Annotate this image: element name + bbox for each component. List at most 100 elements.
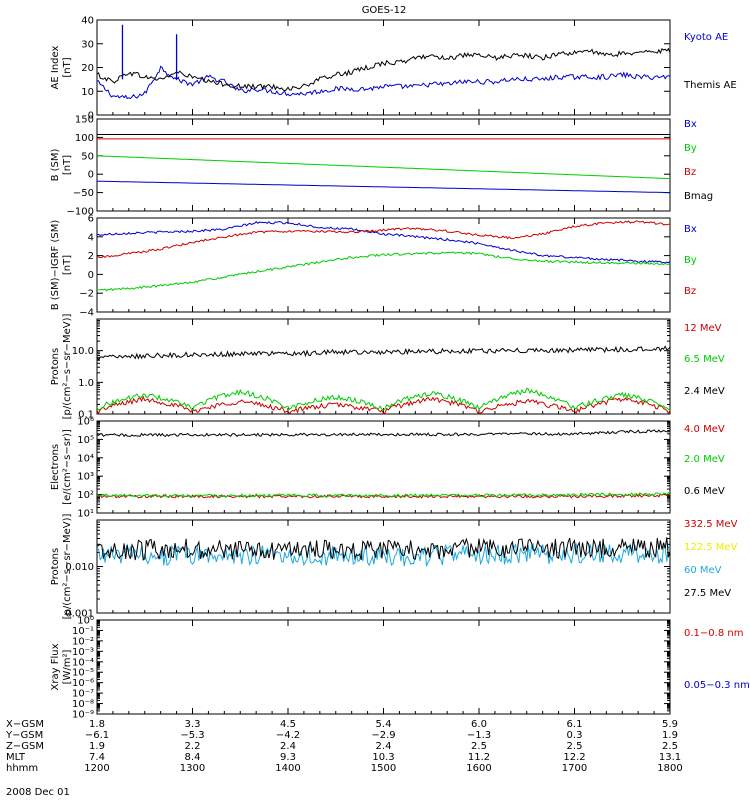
- x-row-value: 0.3: [567, 730, 583, 741]
- y-tick-label: 10¹: [77, 509, 94, 520]
- y-tick-label: −50: [73, 188, 94, 199]
- y-axis-label: Protons: [50, 348, 61, 385]
- plot-frame: [96, 519, 671, 614]
- y-axis-label: Electrons: [50, 444, 61, 490]
- panel-4: 0.1 1.0 10.0 Protons [p/(cm²−s−sr−MeV)] 12 Me…: [50, 313, 725, 420]
- x-row-value: 2.4: [376, 741, 392, 752]
- y-tick-label: 50: [81, 151, 94, 162]
- y-tick-label: 0: [88, 111, 94, 122]
- y-tick-label: −2: [79, 289, 94, 300]
- panel-1: 0 10 20 30 40 AE Index [nT] Kyoto AE Themis AE: [50, 16, 737, 122]
- x-row-value: 1.9: [89, 741, 105, 752]
- x-row-label: X−GSM: [6, 719, 44, 730]
- legend-label: 0.05−0.3 nm: [684, 680, 750, 691]
- x-row-value: 1400: [275, 763, 300, 774]
- y-tick-label: 6: [88, 214, 94, 225]
- y-tick-label: −4: [79, 308, 94, 319]
- series-line: [96, 65, 671, 100]
- x-row-value: 1.8: [89, 719, 105, 730]
- panel-5: 10¹ 10² 10³ 10⁴ 10⁵ 10⁶ Electrons [e/(cm²−s−sr)…: [50, 417, 725, 520]
- y-tick-label: 30: [81, 39, 94, 50]
- x-row-value: 2.5: [567, 741, 583, 752]
- series-line: [96, 220, 670, 259]
- x-axis-table: X−GSM 1.8 3.3 4.5 5.4 6.0 6.1 5.9 Y−GSM −6.1 −5.3 −…: [5, 719, 683, 774]
- legend-label: 2.4 MeV: [684, 386, 725, 397]
- y-tick-label: 10⁻⁹: [72, 710, 94, 721]
- x-row-value: 6.0: [471, 719, 487, 730]
- y-tick-label: 1.0: [78, 378, 94, 389]
- y-tick-label: 10⁻⁵: [72, 668, 94, 679]
- y-tick-label: 10⁻⁶: [72, 678, 94, 689]
- y-tick-label: 4: [88, 232, 94, 243]
- y-axis-label: AE Index: [50, 45, 61, 89]
- legend-label: Kyoto AE: [684, 32, 728, 43]
- legend-label: 12 MeV: [684, 323, 722, 334]
- x-row-value: 1.9: [662, 730, 678, 741]
- series-line: [96, 155, 670, 180]
- y-tick-label: 150: [75, 115, 94, 126]
- x-row-value: 9.3: [280, 752, 296, 763]
- legend-label: 122.5 MeV: [684, 542, 738, 553]
- y-tick-label: 10.0: [72, 346, 94, 357]
- plot-frame: [96, 619, 671, 715]
- legend-label: Bz: [684, 167, 696, 178]
- series-line: [96, 47, 671, 92]
- y-axis-unit: [W/m²]: [62, 649, 73, 684]
- x-row-value: 12.2: [563, 752, 585, 763]
- y-axis-unit: [nT]: [62, 57, 73, 77]
- legend-label: Bx: [684, 224, 697, 235]
- y-tick-label: 0: [88, 270, 94, 281]
- y-tick-label: 0.1: [78, 410, 94, 421]
- x-row-value: 1200: [84, 763, 109, 774]
- x-row-value: −6.1: [85, 730, 109, 741]
- legend-label: Bz: [684, 286, 696, 297]
- chart-title: GOES-12: [362, 5, 407, 16]
- y-tick-label: 0.010: [65, 562, 94, 573]
- x-row-value: −5.3: [180, 730, 204, 741]
- x-row-value: 4.5: [280, 719, 296, 730]
- y-tick-label: 10⁵: [77, 435, 94, 446]
- x-row-value: 2.5: [662, 741, 678, 752]
- x-row-value: −1.3: [467, 730, 491, 741]
- series-line: [96, 429, 671, 438]
- panel-3: −4 −2 0 2 4 6 B (SM)−IGRF (SM) [nT] Bx By Bz: [50, 214, 697, 319]
- y-tick-label: 10⁻²: [72, 636, 94, 647]
- x-row-value: 1600: [466, 763, 491, 774]
- y-tick-label: −100: [67, 207, 94, 218]
- plot-frame: [96, 118, 671, 212]
- y-tick-label: 10⁻⁴: [72, 657, 94, 668]
- y-tick-label: 10⁴: [77, 453, 94, 464]
- y-axis-label: Protons: [50, 548, 61, 585]
- legend-label: By: [684, 143, 697, 154]
- y-tick-label: 40: [81, 16, 94, 27]
- panel-6: 0.001 0.010 Protons [p/(cm²−s−sr−MeV)] 332.5…: [50, 513, 738, 619]
- legend-label: 2.0 MeV: [684, 454, 725, 465]
- legend-label: 332.5 MeV: [684, 519, 738, 530]
- x-row-value: 7.4: [89, 752, 105, 763]
- series-line: [96, 491, 671, 498]
- series-line: [96, 395, 671, 415]
- y-tick-label: 10³: [77, 472, 94, 483]
- date-label: 2008 Dec 01: [6, 787, 70, 798]
- x-row-value: 11.2: [468, 752, 490, 763]
- x-row-value: 10.3: [372, 752, 394, 763]
- x-row-value: 3.3: [185, 719, 201, 730]
- y-tick-label: 10: [81, 87, 94, 98]
- legend-label: Bmag: [684, 191, 713, 202]
- y-axis-label: B (SM)−IGRF (SM): [50, 220, 61, 311]
- y-tick-label: 10⁶: [77, 417, 94, 428]
- series-line: [96, 220, 671, 264]
- legend-label: 0.1−0.8 nm: [684, 628, 743, 639]
- panel-2: −100 −50 0 50 100 150 B (SM) [nT] Bx By Bz Bmag: [50, 115, 713, 218]
- x-row-value: 5.4: [376, 719, 392, 730]
- x-row-label: Z−GSM: [6, 741, 44, 752]
- y-tick-label: 2: [88, 251, 94, 262]
- x-row-value: −2.9: [371, 730, 395, 741]
- x-row-label: hhmm: [6, 763, 38, 774]
- x-row-value: 2.2: [185, 741, 201, 752]
- x-row-value: 2.5: [471, 741, 487, 752]
- series-line: [97, 180, 670, 194]
- y-tick-label: 10⁻⁷: [72, 689, 94, 700]
